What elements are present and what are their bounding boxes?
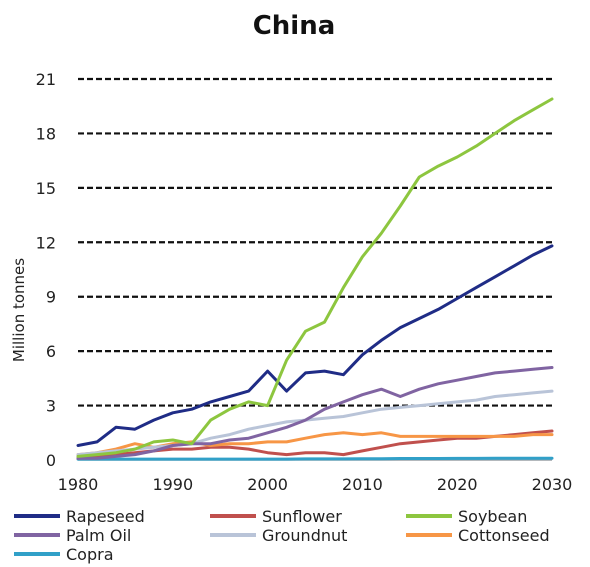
- y-tick-label: 18: [36, 124, 56, 143]
- series-line-rapeseed: [76, 244, 554, 447]
- y-tick-label: 6: [46, 342, 56, 361]
- y-axis-label: Million tonnes: [10, 258, 28, 362]
- legend-label: Soybean: [458, 507, 527, 526]
- series-line-palm-oil: [76, 366, 554, 460]
- y-tick-labels: 0 3 6 9 12 15 18 21: [36, 70, 56, 470]
- x-tick-label: 1990: [152, 475, 193, 494]
- x-tick-label: 2020: [437, 475, 478, 494]
- legend-label: Sunflower: [262, 507, 342, 526]
- x-tick-label: 1980: [58, 475, 99, 494]
- legend-item-soybean: Soybean: [406, 507, 527, 526]
- x-tick-label: 2010: [342, 475, 383, 494]
- legend-item-sunflower: Sunflower: [210, 507, 342, 526]
- x-tick-label: 2030: [532, 475, 573, 494]
- legend-label: Rapeseed: [66, 507, 145, 526]
- legend: Rapeseed Sunflower Soybean Palm Oil Groundnu…: [14, 507, 550, 564]
- legend-item-copra: Copra: [14, 545, 114, 564]
- legend-item-cottonseed: Cottonseed: [406, 526, 550, 545]
- y-tick-label: 9: [46, 288, 56, 307]
- y-tick-label: 0: [46, 451, 56, 470]
- series-line-groundnut: [76, 389, 554, 457]
- y-tick-label: 3: [46, 397, 56, 416]
- series-line-copra: [76, 456, 554, 461]
- y-tick-label: 15: [36, 179, 56, 198]
- legend-item-rapeseed: Rapeseed: [14, 507, 145, 526]
- legend-item-palm-oil: Palm Oil: [14, 526, 131, 545]
- x-tick-label: 2000: [247, 475, 288, 494]
- chart-title: China: [253, 11, 336, 41]
- y-tick-label: 12: [36, 233, 56, 252]
- series-line-soybean: [76, 97, 554, 458]
- legend-label: Cottonseed: [458, 526, 550, 545]
- grid: [78, 77, 552, 461]
- y-tick-label: 21: [36, 70, 56, 89]
- series-lines: [76, 97, 554, 461]
- x-tick-labels: 1980 1990 2000 2010 2020 2030: [58, 475, 573, 494]
- legend-label: Groundnut: [262, 526, 347, 545]
- legend-label: Copra: [66, 545, 114, 564]
- legend-item-groundnut: Groundnut: [210, 526, 347, 545]
- legend-label: Palm Oil: [66, 526, 131, 545]
